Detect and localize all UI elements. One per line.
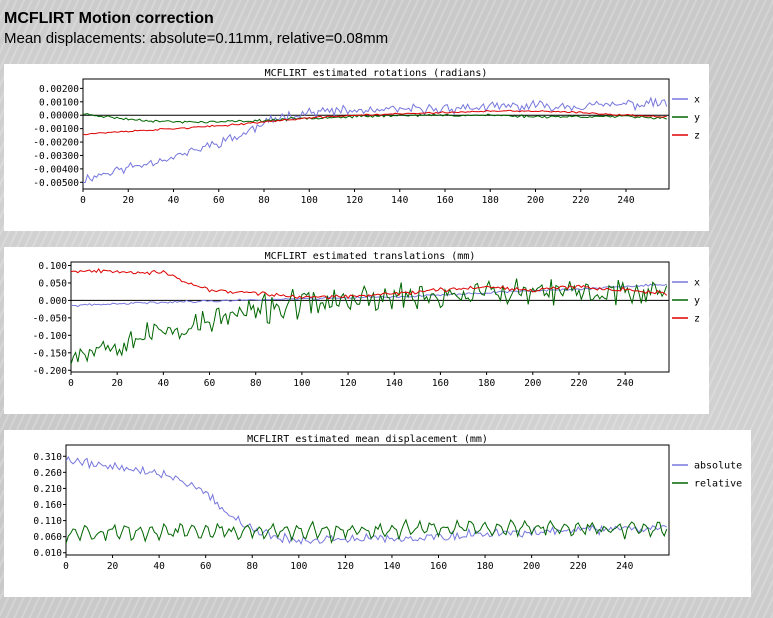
x-tick-label: 200 xyxy=(527,195,544,206)
y-tick-label: 0.000 xyxy=(38,296,67,307)
y-tick-label: -0.00100 xyxy=(33,124,79,135)
legend-label-absolute: absolute xyxy=(694,461,742,472)
plot-frame xyxy=(65,444,670,556)
x-tick-label: 80 xyxy=(258,195,270,206)
series-line-absolute xyxy=(66,455,667,546)
x-tick-label: 0 xyxy=(80,195,86,206)
x-tick-label: 120 xyxy=(346,195,363,206)
y-tick-label: 0.060 xyxy=(33,532,62,543)
series-line-relative xyxy=(66,518,668,544)
x-tick-label: 100 xyxy=(301,195,318,206)
mean-displacement-chart: MCFLIRT estimated mean displacement (mm)… xyxy=(4,430,751,597)
legend-label-z: z xyxy=(694,131,700,142)
page-title: MCFLIRT Motion correction xyxy=(4,10,214,27)
plot-frame xyxy=(82,78,670,190)
mean-displacement-summary: Mean displacements: absolute=0.11mm, rel… xyxy=(4,30,389,47)
legend-label-y: y xyxy=(694,296,700,307)
rotations-chart-svg: MCFLIRT estimated rotations (radians) 0.0… xyxy=(33,68,700,206)
x-tick-label: 20 xyxy=(111,378,123,389)
x-tick-label: 160 xyxy=(436,195,453,206)
x-tick-label: 160 xyxy=(430,561,447,572)
x-tick-label: 160 xyxy=(432,378,449,389)
y-tick-label: 0.160 xyxy=(33,500,62,511)
x-tick-label: 120 xyxy=(337,561,354,572)
x-tick-label: 20 xyxy=(123,195,135,206)
x-tick-label: 240 xyxy=(617,378,634,389)
y-tick-label: -0.100 xyxy=(33,331,68,342)
y-tick-label: -0.150 xyxy=(33,348,68,359)
translations-chart: MCFLIRT estimated translations (mm) 0.100… xyxy=(4,247,709,414)
series-line-z xyxy=(71,267,668,300)
x-tick-label: 220 xyxy=(570,561,587,572)
y-tick-label: 0.110 xyxy=(33,516,62,527)
y-tick-label: 0.210 xyxy=(33,484,62,495)
x-tick-label: 180 xyxy=(476,561,493,572)
series-line-y xyxy=(83,113,667,124)
series-line-z xyxy=(83,109,667,136)
x-tick-label: 80 xyxy=(250,378,262,389)
series-line-x xyxy=(83,96,668,183)
y-tick-label: 0.100 xyxy=(38,261,67,272)
mean-displacement-chart-svg: MCFLIRT estimated mean displacement (mm)… xyxy=(33,434,742,572)
x-tick-label: 80 xyxy=(247,561,259,572)
chart-title: MCFLIRT estimated rotations (radians) xyxy=(265,68,488,79)
y-tick-label: 0.00200 xyxy=(39,84,79,95)
legend-label-y: y xyxy=(694,113,700,124)
x-tick-label: 0 xyxy=(63,561,69,572)
x-tick-label: 240 xyxy=(617,195,634,206)
y-tick-label: 0.050 xyxy=(38,278,67,289)
x-tick-label: 60 xyxy=(213,195,225,206)
x-tick-label: 40 xyxy=(158,378,170,389)
y-tick-label: -0.050 xyxy=(33,313,68,324)
y-tick-label: -0.00500 xyxy=(33,178,79,189)
x-tick-label: 100 xyxy=(293,378,310,389)
x-tick-label: 200 xyxy=(523,561,540,572)
x-tick-label: 180 xyxy=(478,378,495,389)
x-tick-label: 240 xyxy=(616,561,633,572)
y-tick-label: 0.00100 xyxy=(39,97,79,108)
chart-title: MCFLIRT estimated translations (mm) xyxy=(265,251,476,262)
y-tick-label: -0.200 xyxy=(33,366,68,377)
x-tick-label: 60 xyxy=(200,561,212,572)
x-tick-label: 220 xyxy=(570,378,587,389)
x-tick-label: 40 xyxy=(168,195,180,206)
y-tick-label: 0.010 xyxy=(33,548,62,559)
x-tick-label: 180 xyxy=(482,195,499,206)
x-tick-label: 140 xyxy=(386,378,403,389)
legend-label-x: x xyxy=(694,95,700,106)
x-tick-label: 220 xyxy=(572,195,589,206)
y-tick-label: 0.260 xyxy=(33,468,62,479)
x-tick-label: 40 xyxy=(153,561,165,572)
x-tick-label: 20 xyxy=(107,561,119,572)
plot-frame xyxy=(70,261,670,373)
x-tick-label: 0 xyxy=(68,378,74,389)
series-line-y xyxy=(71,278,668,365)
legend-label-x: x xyxy=(694,278,700,289)
y-tick-label: -0.00400 xyxy=(33,164,79,175)
legend-label-relative: relative xyxy=(694,479,742,490)
y-tick-label: -0.00200 xyxy=(33,138,79,149)
x-tick-label: 100 xyxy=(290,561,307,572)
x-tick-label: 140 xyxy=(391,195,408,206)
y-tick-label: 0.310 xyxy=(33,452,62,463)
x-tick-label: 60 xyxy=(204,378,216,389)
translations-chart-svg: MCFLIRT estimated translations (mm) 0.100… xyxy=(33,251,700,389)
chart-title: MCFLIRT estimated mean displacement (mm) xyxy=(247,434,488,445)
x-tick-label: 200 xyxy=(524,378,541,389)
y-tick-label: 0.00000 xyxy=(39,111,79,122)
x-tick-label: 120 xyxy=(339,378,356,389)
legend-label-z: z xyxy=(694,314,700,325)
y-tick-label: -0.00300 xyxy=(33,151,79,162)
x-tick-label: 140 xyxy=(383,561,400,572)
rotations-chart: MCFLIRT estimated rotations (radians) 0.0… xyxy=(4,64,709,231)
